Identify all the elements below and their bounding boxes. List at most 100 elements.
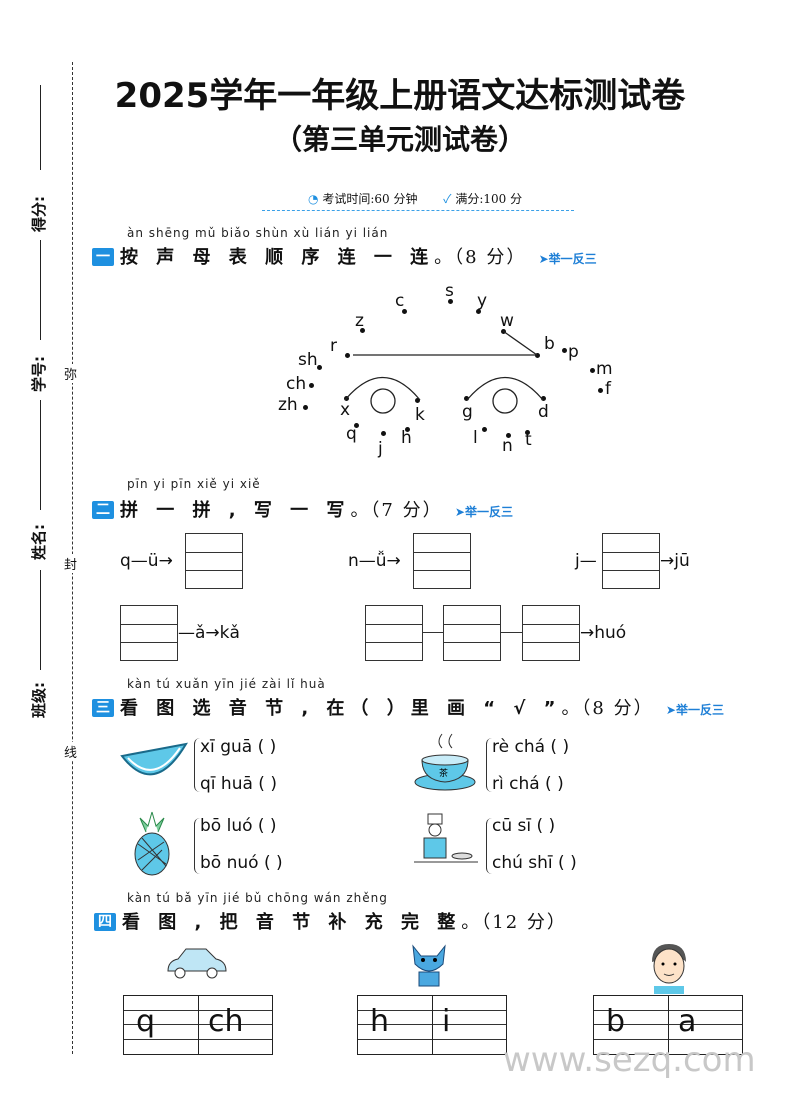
class-label: 班级:: [30, 682, 48, 718]
section-title: 看 图 , 把 音 节 补 充 完 整: [122, 912, 462, 933]
option-cusi[interactable]: cū sī ( ): [492, 816, 556, 836]
writing-box[interactable]: [522, 605, 580, 661]
initial-letter-b: b: [544, 334, 555, 354]
watermark: www.sezq.com: [503, 1040, 756, 1080]
connector: [500, 632, 522, 633]
option-chushi[interactable]: chú shī ( ): [492, 853, 577, 873]
boy-image: [652, 944, 686, 994]
brace: [486, 818, 492, 874]
circle-left: [370, 388, 396, 414]
section-number: 三: [92, 699, 114, 717]
section-3-heading: 三看 图 选 音 节 , 在（ ）里 画 “ √ ”。（8 分） ➤举一反三: [92, 694, 724, 720]
option-boluo[interactable]: bō luó ( ): [200, 816, 277, 836]
connect-dot[interactable]: [598, 388, 603, 393]
section-2-pinyin: pīn yi pīn xiě yi xiě: [127, 477, 261, 491]
initial-letter-q: q: [346, 424, 357, 444]
exam-time: 考试时间:60 分钟: [322, 192, 418, 206]
score-line: [40, 85, 41, 170]
initial-letter-ch: ch: [286, 374, 307, 394]
connect-lines: [344, 330, 544, 414]
section-title: 拼 一 拼 , 写 一 写: [120, 500, 351, 521]
connect-dot[interactable]: [590, 368, 595, 373]
initial-letter-y: y: [477, 291, 488, 311]
writing-box[interactable]: [365, 605, 423, 661]
connect-dot[interactable]: [506, 433, 511, 438]
connect-dot[interactable]: [535, 353, 540, 358]
brace: [194, 738, 200, 792]
initial-letter-t: t: [525, 430, 532, 450]
grid-letter: ch: [208, 1004, 244, 1039]
page-title: 2025学年一年级上册语文达标测试卷: [114, 76, 686, 116]
practice-link[interactable]: ➤举一反三: [665, 703, 724, 717]
connect-dot[interactable]: [415, 398, 420, 403]
initial-letter-n: n: [502, 436, 513, 456]
connect-dot[interactable]: [317, 365, 322, 370]
line-w-b: [502, 330, 538, 356]
initial-letter-w: w: [500, 311, 514, 331]
connector: [422, 632, 443, 633]
connect-dot[interactable]: [405, 427, 410, 432]
car-image: [167, 948, 227, 979]
connect-dot[interactable]: [448, 299, 453, 304]
initial-letter-c: c: [395, 291, 405, 311]
writing-box[interactable]: [185, 533, 243, 589]
option-qihua[interactable]: qī huā ( ): [200, 774, 277, 794]
connect-dot[interactable]: [354, 423, 359, 428]
connect-dot[interactable]: [464, 396, 469, 401]
option-richa[interactable]: rì chá ( ): [492, 774, 564, 794]
connect-dot[interactable]: [541, 396, 546, 401]
initial-letter-g: g: [462, 402, 473, 422]
initial-letter-z: z: [355, 311, 364, 331]
spell-prompt: q—ü→: [120, 551, 173, 571]
pineapple-image: [134, 811, 170, 876]
option-xigua[interactable]: xī guā ( ): [200, 737, 277, 757]
grid-letter: a: [678, 1004, 697, 1039]
section-4-heading: 四看 图 , 把 音 节 补 充 完 整。（12 分）: [94, 908, 567, 934]
option-recha[interactable]: rè chá ( ): [492, 737, 570, 757]
practice-link[interactable]: ➤举一反三: [454, 505, 513, 519]
connect-dot[interactable]: [525, 430, 530, 435]
spell-result: →huó: [580, 623, 627, 643]
grid-letter: b: [606, 1004, 626, 1039]
connect-dot[interactable]: [360, 328, 365, 333]
name-line: [40, 400, 41, 510]
arc-left: [344, 377, 421, 401]
pinyin-writing-grid[interactable]: q ch: [123, 995, 273, 1055]
connect-dot[interactable]: [309, 383, 314, 388]
exam-info: ◔ 考试时间:60 分钟 ✓ 满分:100 分: [308, 190, 522, 207]
tea-cup-image: 茶: [414, 733, 476, 791]
full-score: 满分:100 分: [455, 192, 523, 206]
section-2-heading: 二拼 一 拼 , 写 一 写。（7 分） ➤举一反三: [92, 496, 513, 522]
writing-box[interactable]: [120, 605, 178, 661]
name-label: 姓名:: [30, 524, 48, 560]
initial-letter-s: s: [445, 281, 454, 301]
practice-link[interactable]: ➤举一反三: [538, 252, 597, 266]
clock-icon: ◔: [308, 192, 319, 206]
initial-letter-r: r: [330, 336, 337, 356]
connect-dot[interactable]: [476, 309, 481, 314]
connect-dot[interactable]: [345, 353, 350, 358]
tea-label: 茶: [439, 767, 448, 779]
writing-box[interactable]: [413, 533, 471, 589]
initial-letter-l: l: [473, 428, 478, 448]
connect-dot[interactable]: [562, 348, 567, 353]
connect-dot[interactable]: [381, 431, 386, 436]
writing-box[interactable]: [602, 533, 660, 589]
connect-dot[interactable]: [402, 309, 407, 314]
option-bonuo[interactable]: bō nuó ( ): [200, 853, 283, 873]
initial-letter-k: k: [415, 405, 425, 425]
watermelon-image: [120, 742, 188, 776]
section-title: 按 声 母 表 顺 序 连 一 连: [120, 247, 435, 268]
connect-dot[interactable]: [482, 427, 487, 432]
section-3-pinyin: kàn tú xuǎn yīn jié zài lǐ huà: [127, 677, 326, 691]
writing-box[interactable]: [443, 605, 501, 661]
section-4-pinyin: kàn tú bǎ yīn jié bǔ chōng wán zhěng: [127, 891, 388, 905]
section-points: 。（8 分）: [561, 698, 654, 719]
connect-dot[interactable]: [303, 405, 308, 410]
seal-char: 封: [64, 554, 78, 573]
seal-char: 弥: [64, 364, 78, 383]
spell-result: →jū: [660, 551, 690, 571]
